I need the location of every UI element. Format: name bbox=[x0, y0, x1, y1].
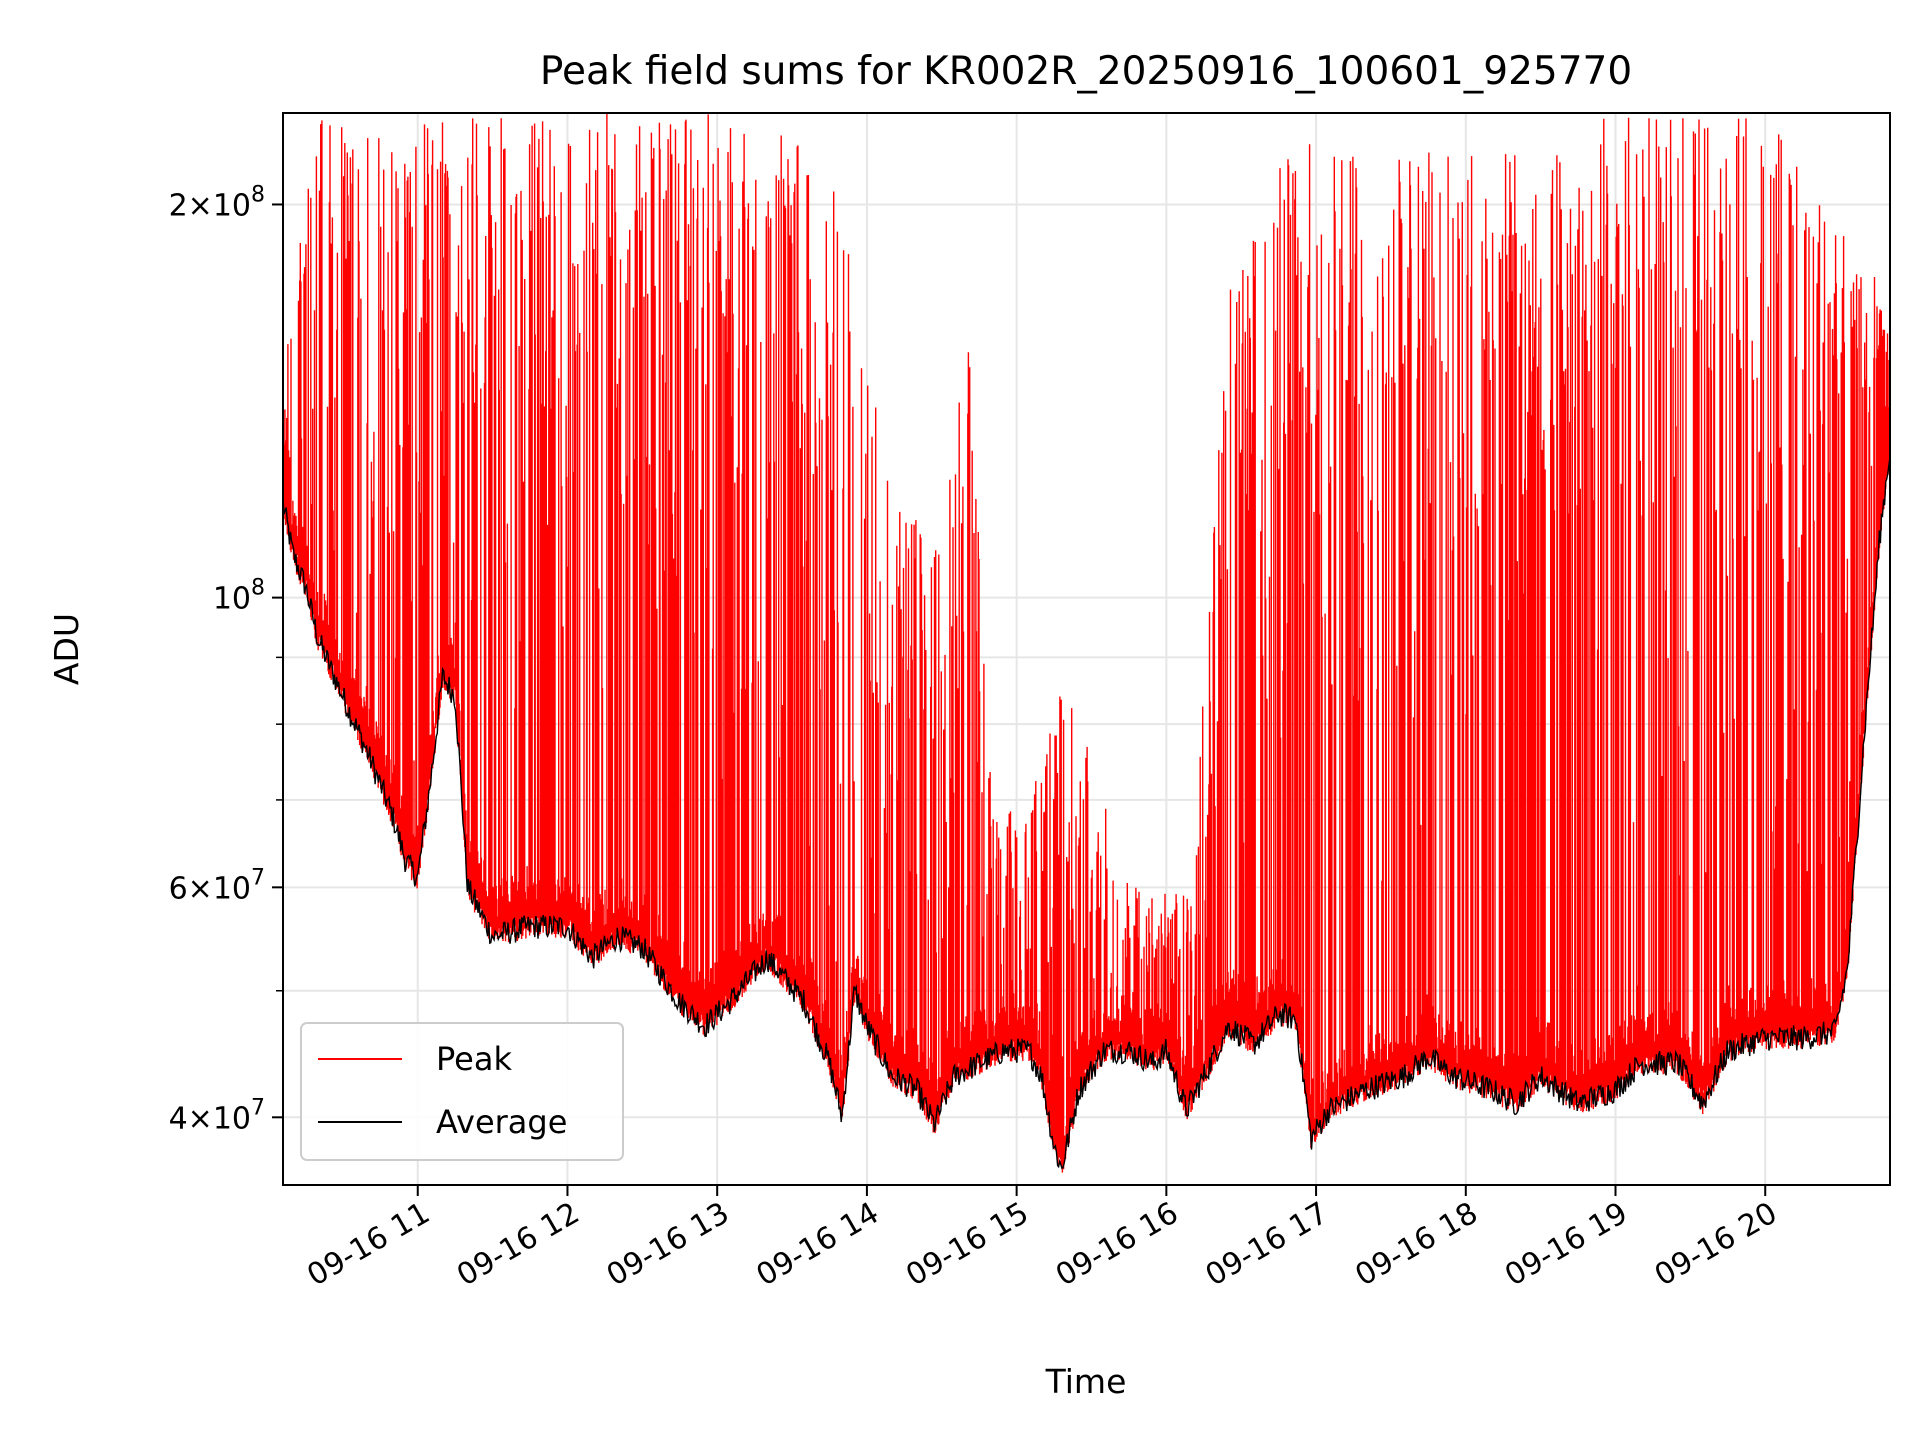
y-axis-label: ADU bbox=[47, 613, 86, 685]
legend-average-label: Average bbox=[436, 1103, 567, 1141]
legend: Peak Average bbox=[300, 1022, 624, 1161]
x-axis-label: Time bbox=[1045, 1362, 1127, 1401]
plot-area bbox=[283, 113, 1890, 1173]
peak-series bbox=[283, 113, 1890, 1173]
chart-title: Peak field sums for KR002R_20250916_1006… bbox=[540, 49, 1632, 94]
y-tick-label: 6×107 bbox=[169, 865, 265, 906]
legend-box bbox=[300, 1022, 624, 1161]
average-line bbox=[283, 457, 1890, 1170]
plot-frame bbox=[282, 112, 1891, 1186]
average-series bbox=[283, 457, 1890, 1170]
y-tick-label: 2×108 bbox=[169, 182, 265, 223]
legend-peak-label: Peak bbox=[436, 1040, 512, 1078]
peak-line bbox=[283, 113, 1890, 1173]
y-tick-label: 4×107 bbox=[169, 1095, 265, 1136]
